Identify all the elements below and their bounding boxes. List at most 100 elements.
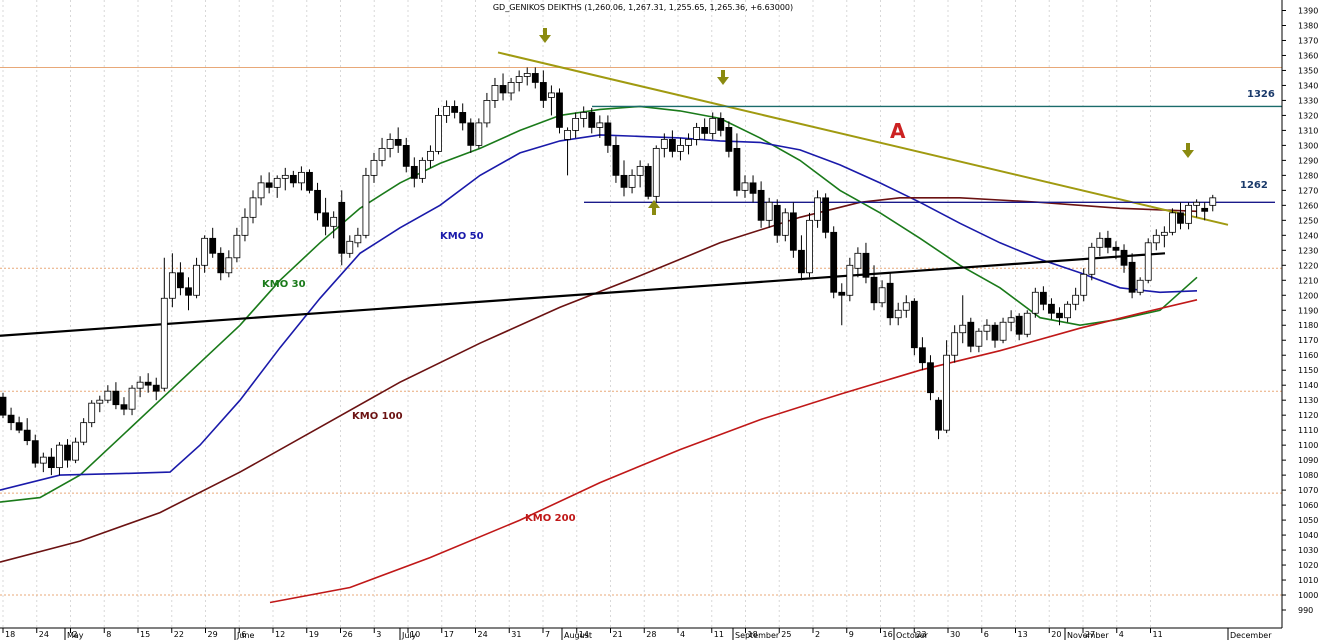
candle-up [346, 240, 354, 254]
candle-up [273, 177, 281, 188]
candle-down [265, 182, 273, 188]
candle-down [402, 144, 410, 167]
y-tick-label: 1100 [1298, 441, 1318, 450]
candle-down [499, 85, 507, 94]
candle-up [88, 402, 96, 424]
candle-down [886, 282, 894, 319]
candle-down [394, 138, 402, 146]
x-tick-label: 12 [275, 630, 285, 639]
y-tick-label: 1250 [1298, 216, 1318, 225]
candle-down [23, 429, 31, 442]
candle-up [96, 399, 104, 404]
candle-down [0, 396, 7, 416]
candle-up [636, 165, 644, 176]
candle-up [854, 252, 862, 269]
candle-up [298, 171, 305, 184]
candle-up [281, 174, 289, 179]
y-tick-label: 1330 [1298, 96, 1318, 105]
y-tick-label: 1000 [1298, 591, 1318, 600]
candle-up [362, 174, 370, 236]
candle-down [773, 204, 781, 236]
candle-down [798, 249, 805, 274]
y-tick-label: 1230 [1298, 246, 1318, 255]
y-tick-label: 1240 [1298, 231, 1318, 240]
x-tick-label: 20 [1051, 630, 1061, 639]
x-tick-label: 11 [714, 630, 724, 639]
y-tick-label: 1080 [1298, 471, 1318, 480]
label-kmo50: KMO 50 [440, 231, 484, 242]
candle-up [1193, 201, 1201, 206]
candle-up [983, 324, 991, 332]
x-tick-label: 6 [984, 630, 989, 639]
candle-up [257, 182, 265, 199]
candle-down [838, 291, 846, 296]
candle-down [789, 212, 797, 251]
candle-up [765, 201, 773, 221]
x-tick-label: 18 [5, 630, 15, 639]
candle-up [894, 309, 902, 319]
candle-up [225, 257, 233, 274]
x-tick-label: 18 [748, 630, 758, 639]
candle-up [56, 444, 63, 469]
y-tick-label: 1260 [1298, 201, 1318, 210]
candle-down [1039, 291, 1047, 305]
y-tick-label: 1320 [1298, 111, 1318, 120]
y-tick-label: 1110 [1298, 426, 1318, 435]
candle-up [386, 138, 394, 149]
candle-up [1144, 242, 1152, 281]
candle-down [322, 212, 330, 227]
y-tick-label: 1130 [1298, 396, 1318, 405]
candle-up [1007, 317, 1015, 323]
candle-down [910, 300, 918, 349]
label-kmo100: KMO 100 [352, 411, 403, 422]
candle-up [1080, 273, 1088, 296]
candle-down [1177, 212, 1184, 224]
candle-up [548, 92, 555, 98]
trendlines [0, 51, 1282, 337]
x-tick-label: 22 [174, 630, 184, 639]
x-tick-label: 28 [646, 630, 656, 639]
y-tick-label: 1070 [1298, 486, 1318, 495]
y-tick-label: 990 [1298, 606, 1313, 615]
candle-up [693, 127, 700, 140]
candle-up [193, 264, 200, 296]
candle-up [741, 182, 749, 191]
x-tick-label: 8 [106, 630, 111, 639]
candle-up [104, 390, 112, 401]
x-tick-label: 4 [680, 630, 685, 639]
candle-up [80, 422, 88, 443]
x-tick-label: 31 [511, 630, 521, 639]
candle-up [475, 122, 483, 146]
x-month-label: July [401, 631, 417, 640]
candle-down [1104, 237, 1112, 248]
y-tick-label: 1300 [1298, 141, 1318, 150]
candle-down [152, 384, 160, 392]
candle-up [564, 129, 571, 140]
ma-line-kmo-200 [269, 299, 1198, 604]
candle-up [491, 85, 499, 101]
x-tick-label: 9 [849, 630, 854, 639]
candle-up [580, 112, 588, 119]
y-tick-label: 1060 [1298, 501, 1318, 510]
x-tick-label: 24 [39, 630, 49, 639]
moving-averages [0, 105, 1198, 604]
candle-up [1169, 212, 1176, 233]
candle-down [862, 252, 870, 278]
candle-down [1112, 246, 1120, 251]
olive-trendline [497, 51, 1229, 226]
candle-down [112, 390, 120, 406]
candle-down [733, 147, 741, 191]
candle-down [668, 138, 676, 152]
x-tick-label: 16 [883, 630, 893, 639]
candle-up [685, 138, 692, 146]
y-tick-label: 1020 [1298, 561, 1318, 570]
candle-up [1088, 246, 1096, 275]
candle-up [354, 234, 362, 244]
candle-up [628, 174, 636, 188]
candle-down [749, 182, 757, 194]
candle-up [846, 264, 854, 296]
label-1262: 1262 [1240, 180, 1268, 191]
arrow-up-icon [648, 200, 660, 215]
candle-down [604, 122, 612, 146]
